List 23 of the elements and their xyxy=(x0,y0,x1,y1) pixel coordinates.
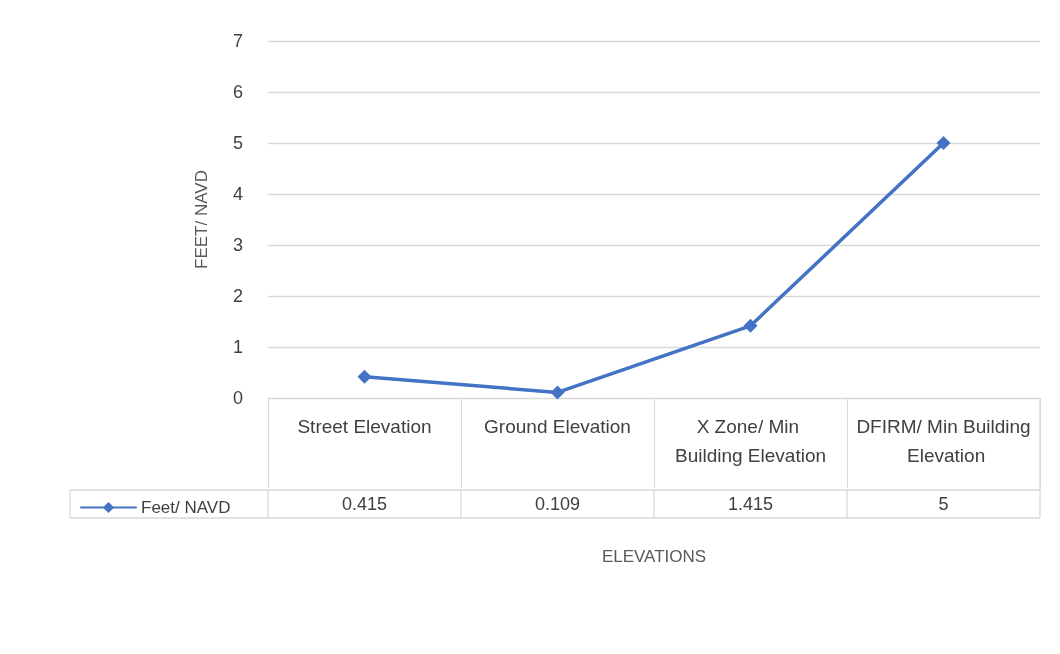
x-tick-label: X Zone/ Min Building Elevation xyxy=(674,416,827,466)
y-tick-label: 7 xyxy=(232,31,243,51)
y-axis-title: FEET/ NAVD xyxy=(192,170,211,269)
y-tick-label: 6 xyxy=(232,82,243,102)
y-tick-label: 4 xyxy=(232,184,243,204)
x-tick-label: Ground Elevation xyxy=(484,416,631,437)
data-label: 0.415 xyxy=(341,494,388,514)
legend-label: Feet/ NAVD xyxy=(141,498,231,517)
y-tick-label: 5 xyxy=(232,133,243,153)
point xyxy=(357,369,372,384)
y-tick-label: 2 xyxy=(232,286,243,306)
point xyxy=(936,136,951,150)
y-tick-label: 1 xyxy=(232,337,243,357)
x-tick-label: Street Elevation xyxy=(297,416,432,437)
data-label: 1.415 xyxy=(727,494,774,514)
x-tick-label: DFIRM/ Min Building Elevation xyxy=(856,416,1031,466)
data-label: 5 xyxy=(938,494,949,514)
point xyxy=(550,385,565,400)
y-tick-label: 3 xyxy=(232,235,243,255)
data-label: 0.109 xyxy=(534,494,581,514)
y-tick-label: 0 xyxy=(232,388,243,408)
x-axis-title: ELEVATIONS xyxy=(601,547,707,566)
point xyxy=(743,318,758,333)
